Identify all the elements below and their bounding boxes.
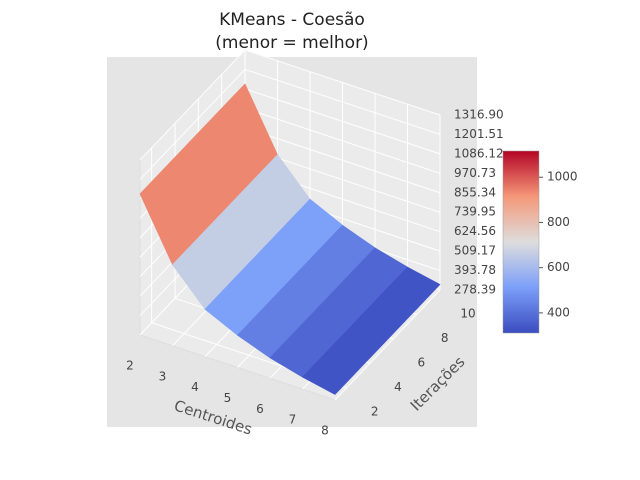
colorbar: [502, 150, 540, 334]
z-tick-label: 855.34: [454, 185, 496, 199]
chart-title: KMeans - Coesão: [219, 10, 365, 30]
z-tick-label: 1201.51: [454, 127, 504, 141]
z-tick-label: 393.78: [454, 263, 496, 277]
grid-line: [139, 69, 246, 180]
x-tick-label: 2: [126, 359, 134, 373]
z-tick-label: 970.73: [454, 166, 496, 180]
z-tick-label: 624.56: [454, 224, 496, 238]
grid-line: [244, 88, 441, 155]
surface-face: [302, 364, 348, 395]
grid-line: [244, 127, 441, 194]
x-tick-label: 7: [289, 413, 297, 427]
y-tick-label: 2: [371, 404, 379, 418]
grid-line: [244, 68, 441, 135]
colorbar-tick-label: 600: [547, 260, 570, 274]
y-tick-label: 4: [394, 380, 402, 394]
z-tick-label: 739.95: [454, 205, 496, 219]
z-tick-label: 1086.12: [454, 146, 504, 160]
y-tick-label: 8: [441, 331, 449, 345]
x-tick-label: 6: [256, 402, 264, 416]
grid-line: [334, 289, 441, 401]
x-tick-label: 4: [191, 380, 199, 394]
chart-title: (menor = melhor): [215, 33, 368, 53]
colorbar-tick-label: 800: [547, 215, 570, 229]
z-tick-label: 1316.90: [454, 108, 504, 122]
z-tick-label: 278.39: [454, 283, 496, 297]
grid-line: [244, 107, 441, 174]
colorbar-tick-label: 1000: [547, 170, 578, 184]
y-tick-label: 6: [418, 355, 426, 369]
z-tick-label: 509.17: [454, 244, 496, 258]
y-tick-label: 10: [460, 307, 475, 321]
colorbar-tick-label: 400: [547, 305, 570, 319]
grid-line: [139, 49, 246, 161]
x-tick-label: 5: [224, 391, 232, 405]
grid-line: [244, 49, 441, 116]
x-tick-label: 3: [159, 369, 167, 383]
x-tick-label: 8: [321, 424, 329, 438]
